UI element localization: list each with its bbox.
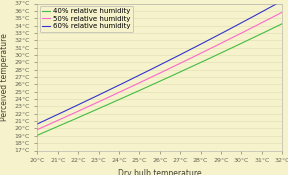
- 60% relative humidity: [257, 12, 261, 14]
- Y-axis label: Perceived temperature: Perceived temperature: [0, 33, 9, 121]
- 50% relative humidity: [36, 128, 39, 131]
- 50% relative humidity: [37, 128, 40, 130]
- Legend: 40% relative humidity, 50% relative humidity, 60% relative humidity: 40% relative humidity, 50% relative humi…: [39, 6, 133, 32]
- Line: 60% relative humidity: 60% relative humidity: [37, 1, 282, 124]
- 50% relative humidity: [185, 59, 189, 61]
- 40% relative humidity: [185, 68, 189, 70]
- 60% relative humidity: [181, 52, 185, 54]
- 40% relative humidity: [181, 70, 184, 72]
- 60% relative humidity: [36, 123, 39, 125]
- 60% relative humidity: [242, 20, 245, 23]
- Line: 50% relative humidity: 50% relative humidity: [37, 12, 282, 130]
- 50% relative humidity: [257, 23, 261, 25]
- 60% relative humidity: [37, 122, 40, 125]
- 60% relative humidity: [181, 52, 184, 55]
- X-axis label: Dry bulb temperature: Dry bulb temperature: [118, 169, 202, 175]
- 40% relative humidity: [257, 34, 261, 36]
- 50% relative humidity: [281, 11, 284, 13]
- 40% relative humidity: [37, 134, 40, 136]
- 50% relative humidity: [242, 31, 245, 33]
- 60% relative humidity: [281, 0, 284, 2]
- 50% relative humidity: [181, 61, 184, 63]
- 40% relative humidity: [242, 41, 245, 43]
- 50% relative humidity: [181, 61, 185, 63]
- 40% relative humidity: [36, 134, 39, 136]
- 40% relative humidity: [181, 69, 185, 72]
- Line: 40% relative humidity: 40% relative humidity: [37, 24, 282, 135]
- 60% relative humidity: [185, 50, 189, 52]
- 40% relative humidity: [281, 23, 284, 25]
